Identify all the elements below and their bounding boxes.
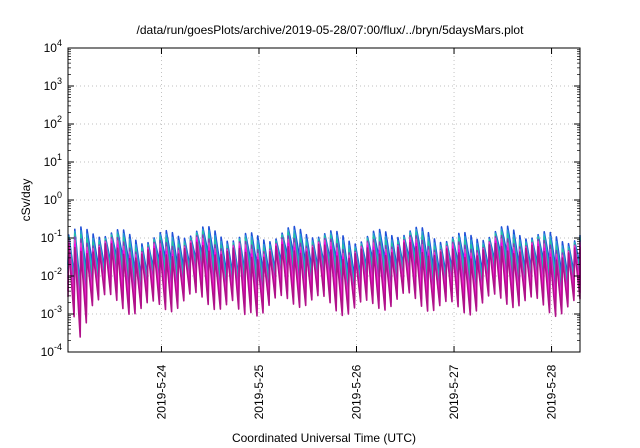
y-tick-label: 101	[44, 152, 62, 169]
grid	[68, 47, 580, 353]
y-tick-label: 104	[44, 38, 62, 55]
series-lines	[67, 225, 581, 338]
x-tick-label: 2019-5-25	[252, 364, 266, 419]
y-tick-base: 10	[44, 117, 58, 131]
x-tick-label: 2019-5-24	[154, 364, 168, 419]
y-tick-label: 100	[44, 190, 62, 207]
y-tick-label: 103	[44, 76, 62, 93]
x-tick-label: 2019-5-26	[350, 364, 364, 419]
y-tick-exponent: 2	[57, 114, 62, 124]
x-tick-label: 2019-5-28	[545, 364, 559, 419]
y-tick-label: 10-2	[41, 266, 62, 283]
y-tick-exponent: -2	[54, 266, 62, 276]
chart-title: /data/run/goesPlots/archive/2019-05-28/0…	[137, 23, 525, 37]
y-tick-exponent: 1	[57, 152, 62, 162]
y-tick-label: 10-1	[41, 228, 62, 245]
x-ticks: 2019-5-24 2019-5-25 2019-5-26 2019-5-27 2019…	[154, 48, 559, 419]
y-tick-exponent: 4	[57, 38, 62, 48]
y-tick-base: 10	[41, 345, 55, 359]
y-tick-exponent: -3	[54, 304, 62, 314]
y-tick-base: 10	[41, 269, 55, 283]
series-line	[67, 241, 581, 338]
y-tick-label: 102	[44, 114, 62, 131]
y-tick-base: 10	[41, 307, 55, 321]
y-tick-exponent: -1	[54, 228, 62, 238]
y-tick-base: 10	[44, 193, 58, 207]
x-tick-label: 2019-5-27	[447, 364, 461, 419]
x-axis-label: Coordinated Universal Time (UTC)	[232, 431, 416, 445]
y-tick-base: 10	[44, 79, 58, 93]
y-tick-base: 10	[44, 155, 58, 169]
y-tick-base: 10	[41, 231, 55, 245]
y-tick-base: 10	[44, 41, 58, 55]
y-tick-exponent: 0	[57, 190, 62, 200]
y-axis-label: cSv/day	[19, 179, 33, 222]
y-tick-exponent: 3	[57, 76, 62, 86]
y-tick-label: 10-3	[41, 304, 62, 321]
y-tick-label: 10-4	[41, 342, 62, 359]
y-tick-exponent: -4	[54, 342, 62, 352]
